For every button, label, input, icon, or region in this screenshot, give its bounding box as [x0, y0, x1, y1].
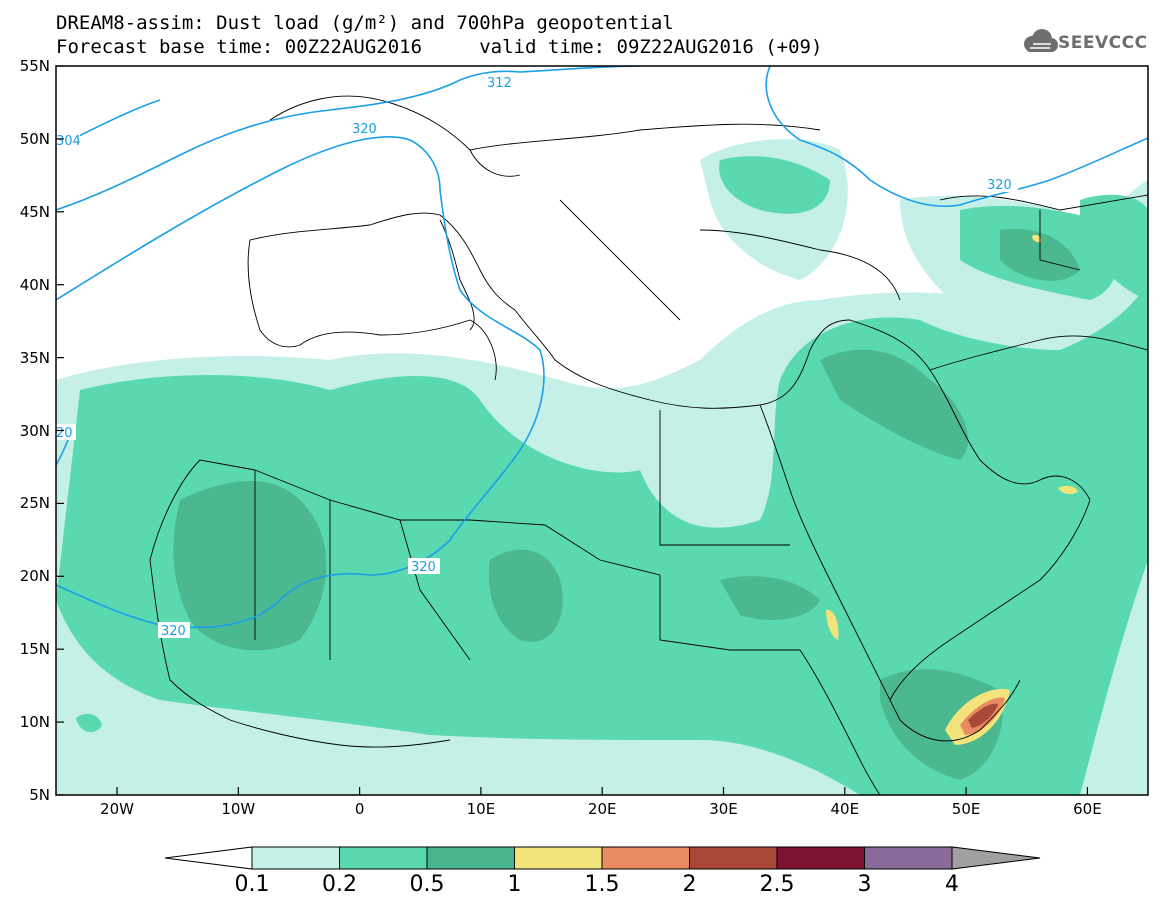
longitude-label: 20W [100, 800, 134, 818]
colorbar-segment [601, 846, 690, 870]
colorbar-label: 2 [682, 872, 697, 897]
contour-label: 304 [56, 134, 81, 149]
dust-high-region [173, 481, 327, 651]
seevccc-cloud-logo-icon [1024, 29, 1058, 52]
map-title: DREAM8-assim: Dust load (g/m²) and 700hP… [56, 12, 674, 34]
contour-label: 320 [411, 560, 436, 575]
colorbar-label: 0.5 [409, 872, 445, 897]
longitude-label: 30E [709, 800, 738, 818]
dust-shading [56, 139, 1148, 795]
colorbar-label: 0.1 [234, 872, 270, 897]
contour-label: 320 [987, 178, 1012, 193]
colorbar-label: 2.5 [759, 872, 795, 897]
latitude-label: 10N [19, 713, 50, 732]
colorbar-label: 0.2 [322, 872, 357, 897]
axis-ticks [56, 65, 1089, 796]
colorbar-over-arrow [951, 846, 1041, 870]
latitude-label: 35N [19, 348, 50, 367]
colorbar-segment [426, 846, 515, 870]
contour-label: 320 [352, 122, 377, 137]
latitude-label: 5N [29, 786, 50, 804]
colorbar-segment [776, 846, 865, 870]
colorbar-label: 3 [857, 872, 872, 897]
longitude-label: 50E [951, 800, 981, 818]
colorbar-under-arrow [164, 846, 253, 870]
colorbar-segment [689, 846, 778, 870]
colorbar-segment [864, 846, 953, 870]
contour-label: 312 [487, 76, 512, 91]
longitude-label: 10W [221, 800, 256, 818]
map-subtitle: Forecast base time: 00Z22AUG2016 valid t… [56, 36, 823, 58]
longitude-label: 40E [830, 800, 860, 818]
longitude-label: 0 [354, 800, 365, 818]
logo-text: SEEVCCC [1058, 33, 1148, 53]
latitude-label: 45N [19, 202, 50, 221]
contour-label: 320 [161, 624, 186, 639]
longitude-label: 10E [466, 800, 496, 818]
contour-label: 20 [56, 426, 73, 441]
latitude-label: 40N [19, 275, 50, 294]
colorbar-label: 4 [945, 872, 959, 897]
longitude-label: 20E [587, 800, 617, 818]
colorbar [164, 846, 1041, 870]
colorbar-label: 1 [507, 872, 522, 897]
colorbar-segment [251, 846, 340, 870]
latitude-label: 50N [19, 129, 50, 148]
latitude-label: 20N [19, 567, 50, 586]
longitude-label: 60E [1073, 800, 1102, 818]
latitude-label: 15N [19, 640, 50, 659]
country-borders [149, 95, 1148, 795]
latitude-label: 30N [19, 421, 50, 440]
contour-label-group: 312 320 304 320 320 20 320 [56, 74, 1018, 639]
latitude-label: 55N [19, 57, 50, 75]
latitude-label: 25N [19, 494, 50, 513]
colorbar-segment [514, 846, 603, 870]
colorbar-label: 1.5 [584, 872, 620, 897]
colorbar-segment [339, 846, 428, 870]
